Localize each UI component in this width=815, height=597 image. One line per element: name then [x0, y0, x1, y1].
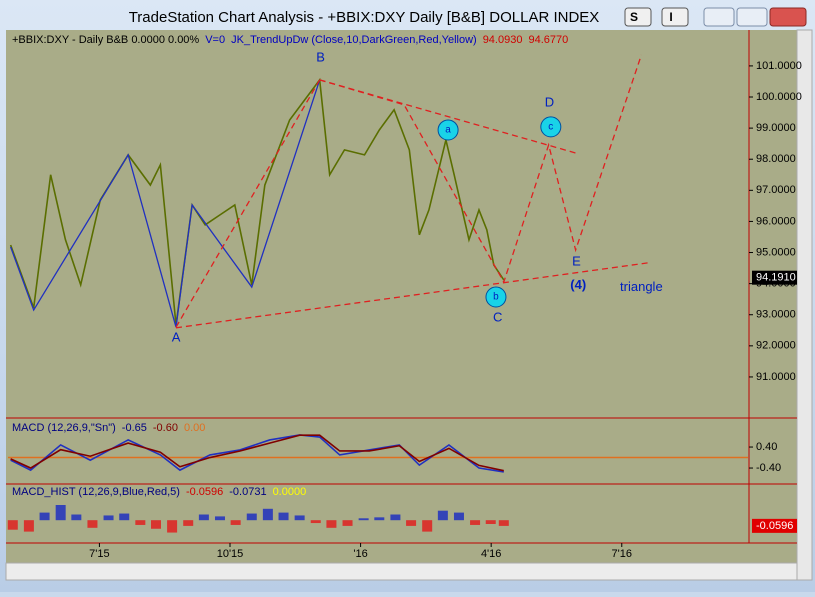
- vertical-scrollbar[interactable]: [796, 29, 813, 581]
- hist-bar: [246, 513, 257, 521]
- header-item: -0.0731: [229, 486, 266, 498]
- header-item: 94.6770: [528, 34, 568, 46]
- y-tick-label: 0.40: [756, 441, 777, 453]
- wave-label: A: [172, 330, 181, 345]
- panel-header: MACD (12,26,9,"Sn") -0.65 -0.60 0.00: [12, 422, 205, 434]
- hist-bar: [55, 505, 66, 521]
- header-item: 94.0930: [483, 34, 523, 46]
- panel-header: +BBIX:DXY - Daily B&B 0.0000 0.00% V=0 JK_…: [12, 34, 568, 46]
- header-item: MACD (12,26,9,"Sn"): [12, 422, 116, 434]
- hist-bar: [103, 515, 114, 521]
- hist-bar: [390, 514, 401, 521]
- i-button-label[interactable]: I: [669, 10, 672, 24]
- hist-bar: [7, 520, 18, 530]
- y-tick-label: 100.0000: [756, 91, 802, 103]
- x-tick-label: '16: [353, 548, 367, 560]
- minimize-button[interactable]: [703, 7, 735, 27]
- hist-bar: [278, 512, 289, 521]
- hist-bar: [326, 520, 337, 528]
- hist-bar: [198, 514, 209, 521]
- last-value-label: 94.1910: [756, 272, 796, 284]
- header-item: JK_TrendUpDw (Close,10,DarkGreen,Red,Yel…: [231, 34, 477, 46]
- header-item: V=0: [205, 34, 225, 46]
- y-tick-label: 97.0000: [756, 184, 796, 196]
- close-button[interactable]: [769, 7, 807, 27]
- y-tick-label: 96.0000: [756, 215, 796, 227]
- wave-circle: [485, 286, 507, 308]
- x-tick-label: 7'15: [89, 548, 109, 560]
- last-value-box: [752, 518, 797, 533]
- maximize-button[interactable]: [736, 7, 768, 27]
- hist-bar: [342, 520, 353, 526]
- wave-circle: [437, 119, 459, 141]
- hist-bar: [119, 513, 130, 521]
- hist-bar: [485, 520, 496, 524]
- hist-bar: [422, 520, 433, 532]
- last-value-label: -0.0596: [756, 520, 793, 532]
- wave-label: E: [572, 253, 581, 268]
- wave-label: b: [493, 292, 499, 303]
- wave-label: D: [545, 94, 554, 109]
- wave-label: a: [445, 125, 451, 136]
- i-button[interactable]: [661, 7, 689, 27]
- y-tick-label: 93.0000: [756, 309, 796, 321]
- s-button[interactable]: [624, 7, 652, 27]
- hist-bar: [167, 520, 178, 533]
- y-tick-label: 91.0000: [756, 371, 796, 383]
- chart-area: [6, 30, 797, 563]
- last-value-box: [752, 270, 797, 285]
- header-item: +BBIX:DXY - Daily B&B 0.0000 0.00%: [12, 34, 199, 46]
- y-tick-label: 101.0000: [756, 60, 802, 72]
- x-tick-label: 4'16: [481, 548, 501, 560]
- hist-bar: [23, 520, 34, 532]
- y-tick-label: 99.0000: [756, 122, 796, 134]
- header-item: -0.65: [122, 422, 147, 434]
- wave-label: c: [548, 122, 553, 133]
- hist-bar: [437, 510, 448, 521]
- hist-bar: [39, 512, 50, 521]
- hist-bar: [358, 518, 369, 521]
- y-tick-label: 98.0000: [756, 153, 796, 165]
- hist-bar: [453, 512, 464, 521]
- header-item: -0.0596: [186, 486, 223, 498]
- series-line: [10, 434, 504, 473]
- window-title: TradeStation Chart Analysis - +BBIX:DXY …: [129, 9, 600, 26]
- header-item: -0.60: [153, 422, 178, 434]
- wave-label: (4): [570, 277, 586, 292]
- header-item: 0.0000: [273, 486, 307, 498]
- hist-bar: [71, 514, 82, 521]
- wave-label: triangle: [620, 279, 663, 294]
- hist-bar: [183, 520, 194, 526]
- hist-bar: [374, 517, 385, 521]
- y-tick-label: -0.40: [756, 462, 781, 474]
- hist-bar: [294, 515, 305, 521]
- header-item: 0.00: [184, 422, 205, 434]
- panel-header: MACD_HIST (12,26,9,Blue,Red,5) -0.0596 -0.…: [12, 486, 306, 498]
- horizontal-scrollbar[interactable]: [5, 562, 798, 581]
- wave-label: B: [316, 49, 325, 64]
- x-tick-label: 7'16: [612, 548, 632, 560]
- header-item: MACD_HIST (12,26,9,Blue,Red,5): [12, 486, 180, 498]
- y-tick-label: 92.0000: [756, 340, 796, 352]
- hist-bar: [230, 520, 241, 525]
- s-button-label[interactable]: S: [630, 10, 638, 24]
- hist-bar: [87, 520, 98, 528]
- wave-label: C: [493, 309, 502, 324]
- hist-bar: [262, 508, 273, 521]
- wave-line: [319, 79, 576, 154]
- hist-bar: [406, 520, 417, 526]
- y-tick-label: 95.0000: [756, 246, 796, 258]
- hist-bar: [498, 520, 509, 526]
- wave-circle: [540, 116, 562, 138]
- hist-bar: [151, 520, 161, 529]
- hist-bar: [214, 516, 225, 521]
- wave-line: [175, 79, 321, 328]
- hist-bar: [310, 520, 321, 524]
- hist-bar: [470, 520, 481, 525]
- x-tick-label: 10'15: [217, 548, 244, 560]
- hist-bar: [135, 520, 146, 525]
- series-line: [10, 434, 504, 472]
